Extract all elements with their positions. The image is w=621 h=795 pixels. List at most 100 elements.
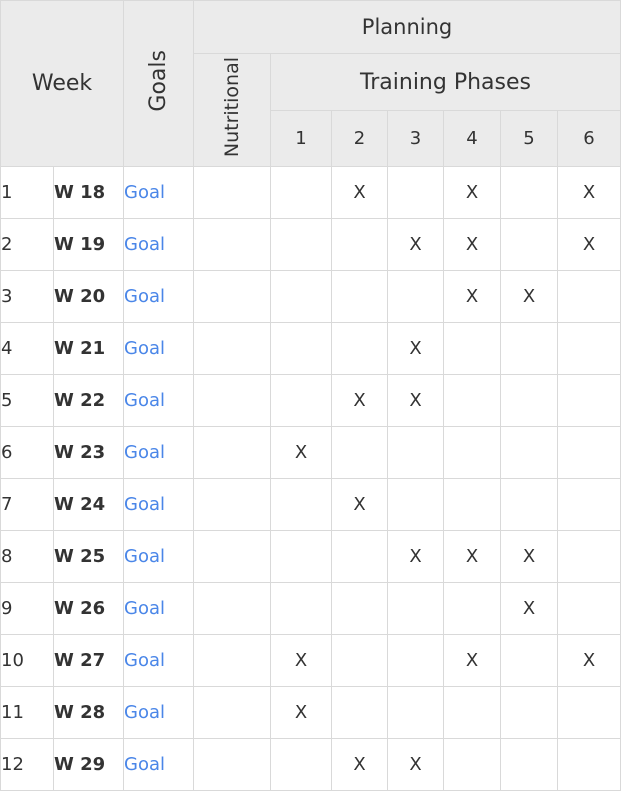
nutritional-cell[interactable] <box>193 686 271 739</box>
phase-cell[interactable] <box>270 738 332 791</box>
phase-cell[interactable] <box>500 218 558 271</box>
phase-cell[interactable]: X <box>443 634 501 687</box>
phase-cell[interactable]: X <box>556 166 621 219</box>
phase-cell[interactable] <box>556 582 621 635</box>
nutritional-cell[interactable] <box>193 478 271 531</box>
phase-cell[interactable] <box>443 426 501 479</box>
nutritional-cell[interactable] <box>193 634 271 687</box>
phase-number-header: 5 <box>500 110 558 167</box>
phase-cell[interactable] <box>556 374 621 427</box>
phase-cell[interactable]: X <box>331 374 388 427</box>
goal-link[interactable]: Goal <box>124 702 165 723</box>
phase-cell[interactable]: X <box>270 634 332 687</box>
phase-cell[interactable] <box>270 478 332 531</box>
phase-cell[interactable]: X <box>270 426 332 479</box>
nutritional-cell[interactable] <box>193 530 271 583</box>
phase-cell[interactable] <box>331 218 388 271</box>
nutritional-cell[interactable] <box>193 374 271 427</box>
phase-cell[interactable]: X <box>387 374 444 427</box>
phase-cell[interactable] <box>387 686 444 739</box>
phase-cell[interactable] <box>331 426 388 479</box>
phase-cell[interactable] <box>556 270 621 323</box>
phase-cell[interactable] <box>331 270 388 323</box>
phase-cell[interactable] <box>270 374 332 427</box>
goal-link[interactable]: Goal <box>124 286 165 307</box>
phase-cell[interactable] <box>270 582 332 635</box>
phase-cell[interactable]: X <box>331 166 388 219</box>
goal-link[interactable]: Goal <box>124 598 165 619</box>
phase-cell[interactable]: X <box>387 530 444 583</box>
phase-cell[interactable]: X <box>387 738 444 791</box>
phase-cell[interactable] <box>500 738 558 791</box>
goal-link[interactable]: Goal <box>124 390 165 411</box>
phase-cell[interactable] <box>443 322 501 375</box>
phase-cell[interactable] <box>500 166 558 219</box>
phase-cell[interactable]: X <box>387 322 444 375</box>
phase-cell[interactable] <box>331 686 388 739</box>
goal-link[interactable]: Goal <box>124 494 165 515</box>
phase-cell[interactable] <box>556 322 621 375</box>
phase-cell[interactable] <box>331 634 388 687</box>
phase-cell[interactable] <box>500 374 558 427</box>
week-label: W 23 <box>53 426 124 479</box>
phase-cell[interactable] <box>443 582 501 635</box>
phase-cell[interactable] <box>387 582 444 635</box>
phase-cell[interactable]: X <box>556 634 621 687</box>
phase-cell[interactable]: X <box>270 686 332 739</box>
nutritional-cell[interactable] <box>193 218 271 271</box>
phase-cell[interactable] <box>387 166 444 219</box>
phase-cell[interactable]: X <box>500 582 558 635</box>
phase-cell[interactable] <box>556 426 621 479</box>
phase-cell[interactable] <box>387 426 444 479</box>
nutritional-cell[interactable] <box>193 738 271 791</box>
phase-cell[interactable] <box>556 530 621 583</box>
phase-cell[interactable] <box>556 478 621 531</box>
phase-cell[interactable] <box>556 686 621 739</box>
phase-cell[interactable]: X <box>443 530 501 583</box>
nutritional-cell[interactable] <box>193 426 271 479</box>
goal-link[interactable]: Goal <box>124 650 165 671</box>
nutritional-cell[interactable] <box>193 582 271 635</box>
phase-cell[interactable] <box>500 478 558 531</box>
phase-cell[interactable] <box>443 738 501 791</box>
goal-link[interactable]: Goal <box>124 234 165 255</box>
phase-cell[interactable] <box>500 634 558 687</box>
phase-cell[interactable] <box>443 478 501 531</box>
goal-link[interactable]: Goal <box>124 442 165 463</box>
phase-cell[interactable]: X <box>556 218 621 271</box>
phase-cell[interactable] <box>331 322 388 375</box>
phase-cell[interactable]: X <box>331 478 388 531</box>
phase-cell[interactable]: X <box>443 166 501 219</box>
phase-cell[interactable]: X <box>500 530 558 583</box>
phase-cell[interactable] <box>500 426 558 479</box>
phase-cell[interactable] <box>270 270 332 323</box>
goal-link[interactable]: Goal <box>124 182 165 203</box>
phase-cell[interactable] <box>270 218 332 271</box>
phase-cell[interactable] <box>387 634 444 687</box>
phase-cell[interactable] <box>331 530 388 583</box>
phase-cell[interactable]: X <box>500 270 558 323</box>
phase-cell[interactable] <box>270 166 332 219</box>
week-label: W 19 <box>53 218 124 271</box>
phase-cell[interactable] <box>270 530 332 583</box>
phase-cell[interactable]: X <box>443 218 501 271</box>
phase-cell[interactable]: X <box>331 738 388 791</box>
nutritional-cell[interactable] <box>193 322 271 375</box>
phase-cell[interactable] <box>443 374 501 427</box>
phase-cell[interactable]: X <box>387 218 444 271</box>
phase-cell[interactable] <box>500 686 558 739</box>
phase-cell[interactable]: X <box>443 270 501 323</box>
goal-link[interactable]: Goal <box>124 754 165 775</box>
goal-link[interactable]: Goal <box>124 546 165 567</box>
nutritional-cell[interactable] <box>193 270 271 323</box>
phase-cell[interactable] <box>443 686 501 739</box>
nutritional-cell[interactable] <box>193 166 271 219</box>
phase-cell[interactable] <box>331 582 388 635</box>
phase-cell[interactable] <box>387 270 444 323</box>
phase-cell[interactable] <box>270 322 332 375</box>
phase-cell[interactable] <box>556 738 621 791</box>
phase-cell[interactable] <box>500 322 558 375</box>
phase-cell[interactable] <box>387 478 444 531</box>
goal-link[interactable]: Goal <box>124 338 165 359</box>
